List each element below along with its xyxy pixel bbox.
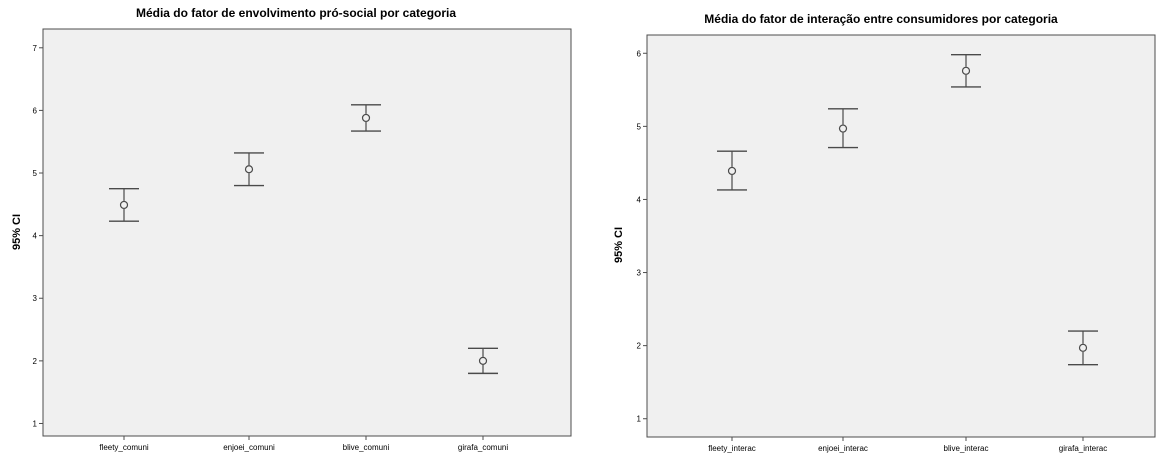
mean-point: [361, 113, 371, 123]
error-bars: [717, 54, 1098, 366]
y-tick-label: 7: [33, 44, 38, 53]
y-axis-label: 95% CI: [613, 227, 625, 263]
x-tick-label: enjoei_interac: [818, 444, 868, 453]
mean-point: [838, 124, 848, 133]
y-axis-label: 95% CI: [11, 214, 23, 250]
category-labels: fleety_interac enjoei_interac blive_intera…: [708, 437, 1107, 453]
chart-title: Média do fator de interação entre consum…: [704, 12, 1058, 26]
x-tick-label: girafa_comuni: [458, 443, 508, 452]
y-ticks: 1 2 3 4 5 6: [637, 49, 647, 424]
y-tick-label: 1: [33, 419, 38, 428]
x-tick-label: fleety_interac: [708, 444, 756, 453]
mean-point: [119, 200, 129, 210]
x-tick-label: enjoei_comuni: [223, 443, 275, 452]
mean-point: [244, 165, 254, 174]
mean-point: [961, 66, 971, 75]
y-tick-label: 5: [637, 122, 642, 131]
y-tick-label: 4: [637, 195, 642, 204]
y-tick-label: 6: [637, 49, 642, 58]
y-tick-label: 3: [33, 294, 38, 303]
x-tick-label: girafa_interac: [1059, 444, 1107, 453]
chart-1-svg: Média do fator de interação entre consum…: [613, 12, 1156, 453]
x-tick-label: blive_interac: [944, 444, 989, 453]
y-tick-label: 6: [33, 106, 38, 115]
plot-area: [42, 28, 572, 437]
x-tick-label: fleety_comuni: [99, 443, 149, 452]
chart-title: Média do fator de envolvimento pró-socia…: [136, 6, 456, 20]
y-ticks: 1 2 3 4 5 6 7: [33, 44, 43, 428]
x-tick-label: blive_comuni: [343, 443, 390, 452]
y-tick-label: 2: [637, 342, 642, 351]
mean-point: [727, 166, 737, 176]
y-tick-label: 3: [637, 269, 642, 278]
mean-point: [478, 356, 488, 365]
chart-0-svg: Média do fator de envolvimento pró-socia…: [11, 6, 572, 452]
error-bars: [109, 104, 498, 375]
y-tick-label: 1: [637, 415, 642, 424]
plot-area: [646, 34, 1156, 438]
y-tick-label: 2: [33, 357, 38, 366]
category-labels: fleety_comuni enjoei_comuni blive_comuni gi…: [99, 436, 508, 452]
mean-point: [1078, 343, 1088, 352]
y-tick-label: 5: [33, 169, 38, 178]
y-tick-label: 4: [33, 232, 38, 241]
chart-pro-social: Média do fator de envolvimento pró-socia…: [0, 0, 580, 455]
chart-interaction: Média do fator de interação entre consum…: [581, 0, 1161, 455]
